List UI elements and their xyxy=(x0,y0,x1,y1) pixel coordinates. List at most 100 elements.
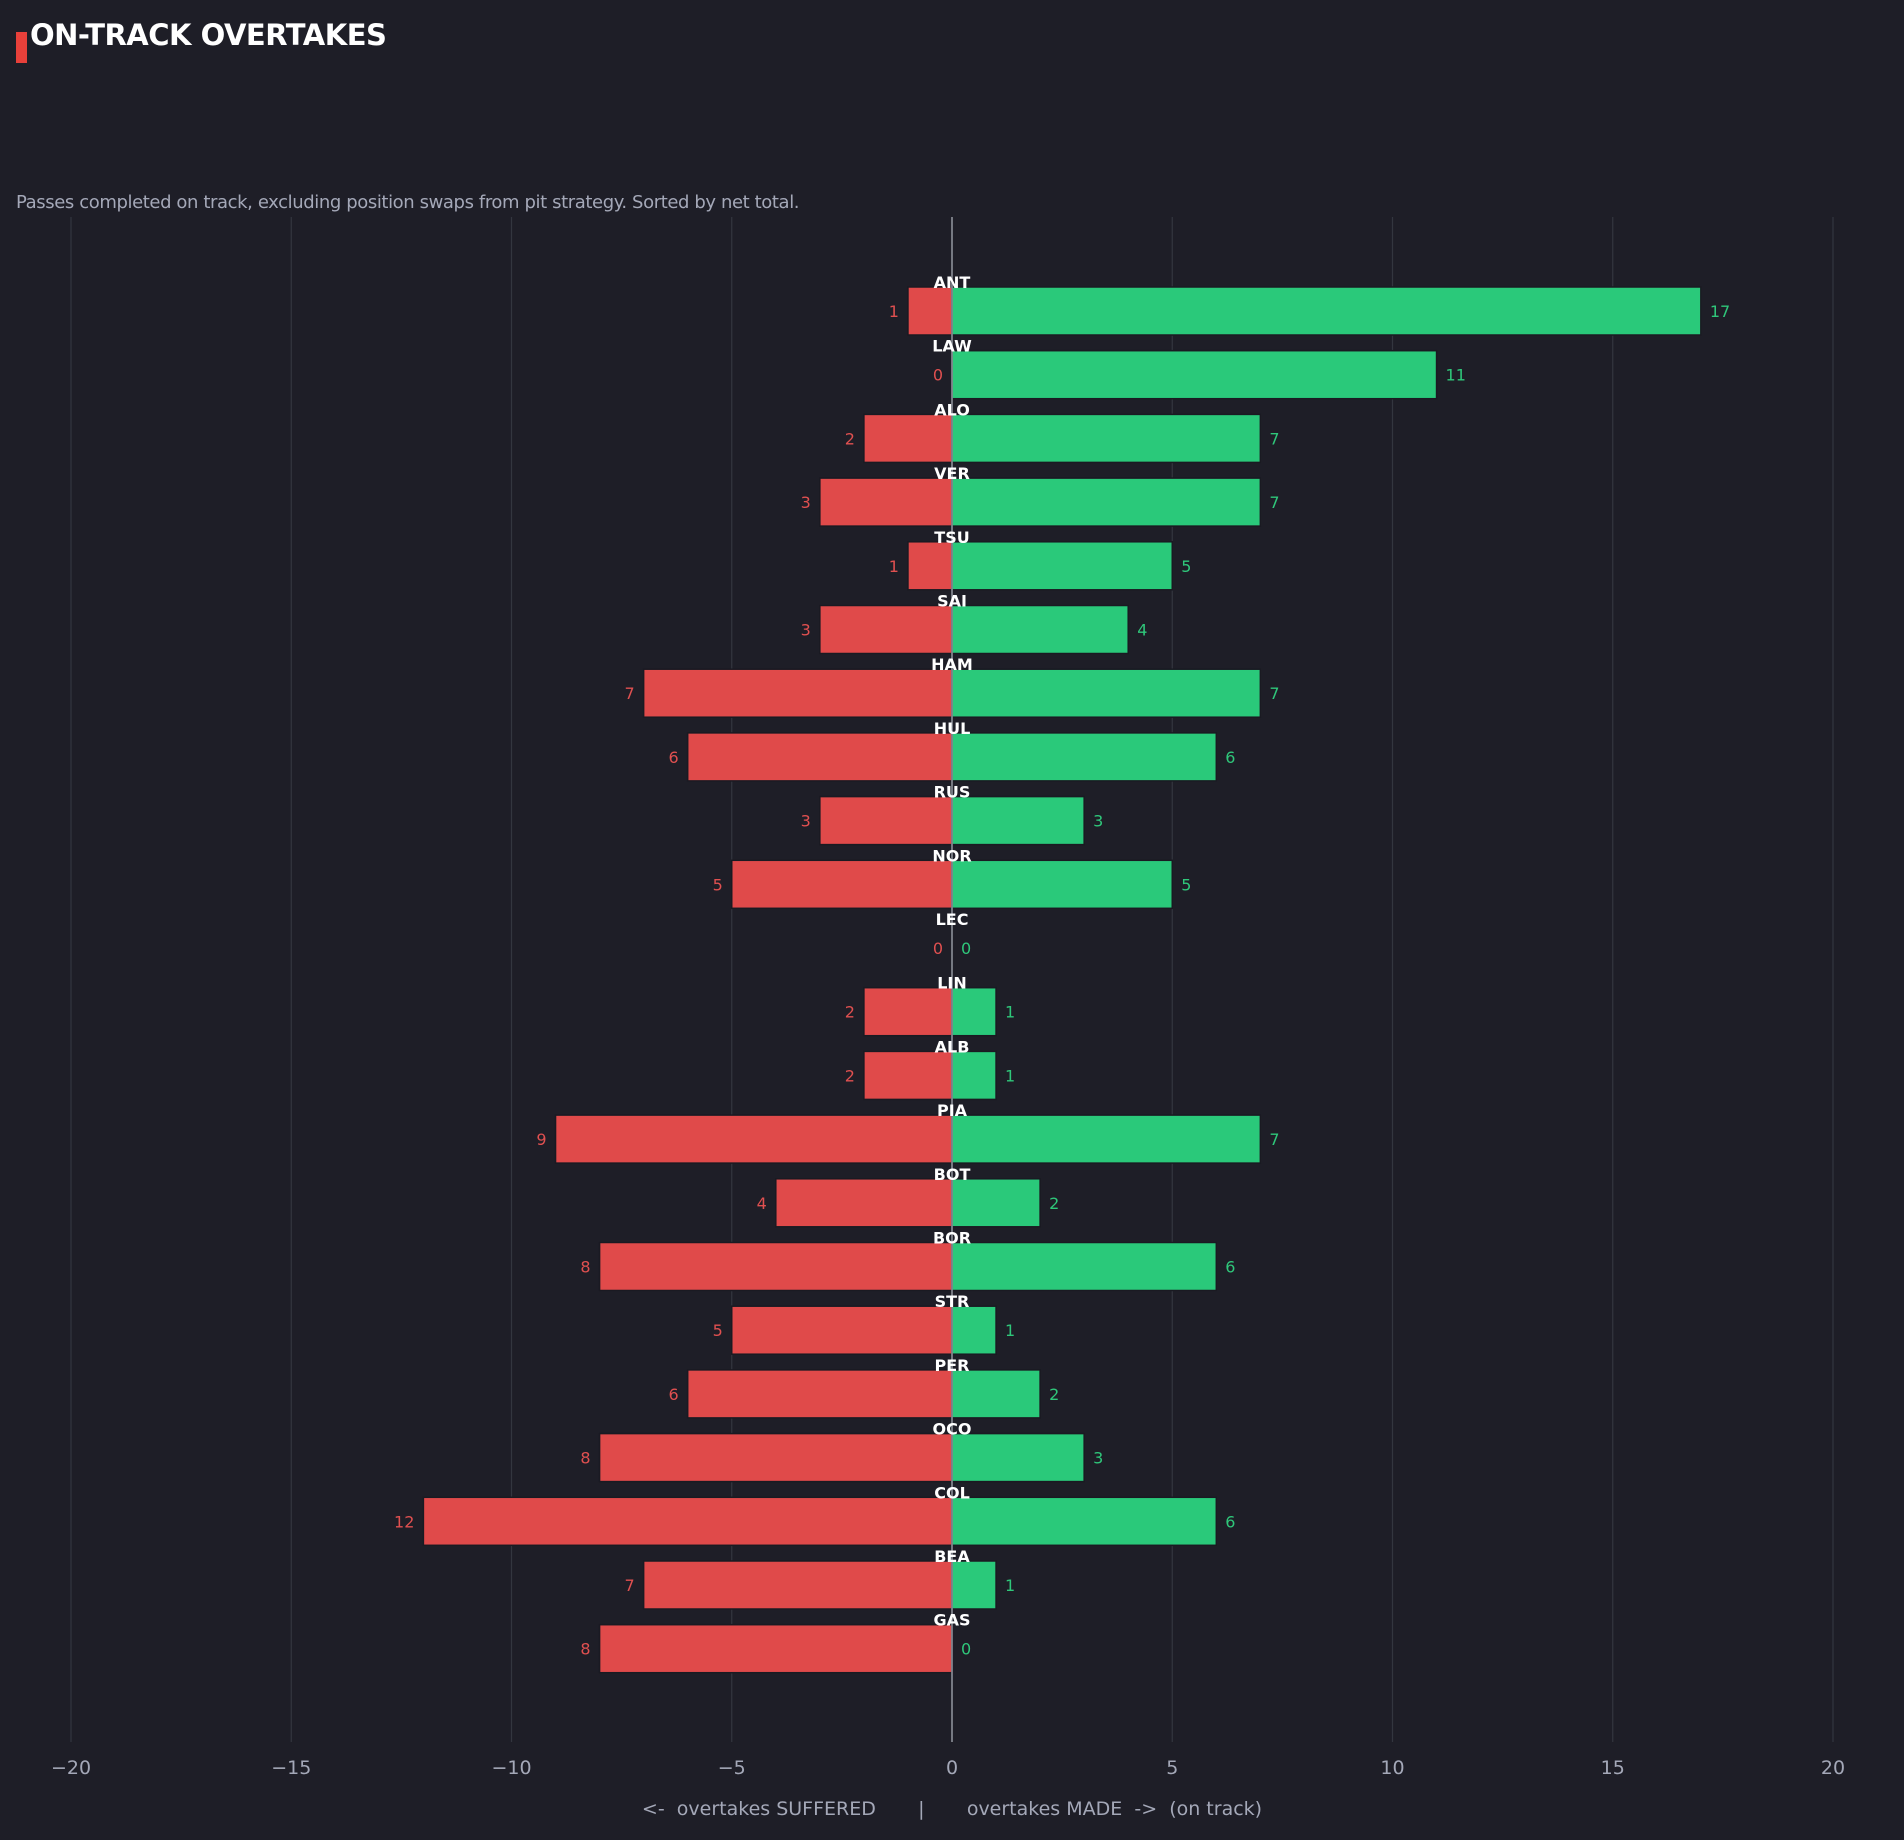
bar-made xyxy=(951,286,1702,336)
driver-label: NOR xyxy=(932,846,971,865)
x-tick-label: −15 xyxy=(271,1757,311,1779)
bar-made xyxy=(951,795,1085,846)
driver-label: VER xyxy=(934,464,970,483)
suffered-value-label: 9 xyxy=(536,1130,546,1149)
bar-suffered xyxy=(598,1241,953,1292)
suffered-value-label: 0 xyxy=(933,939,943,958)
bar-suffered xyxy=(642,1560,953,1610)
made-value-label: 4 xyxy=(1137,621,1147,640)
driver-label: HAM xyxy=(931,655,973,674)
suffered-value-label: 6 xyxy=(669,1385,679,1404)
suffered-value-label: 8 xyxy=(580,1640,590,1659)
driver-label: ANT xyxy=(934,273,971,292)
x-tick-label: 5 xyxy=(1166,1757,1178,1779)
suffered-value-label: 8 xyxy=(580,1449,590,1468)
bar-suffered xyxy=(422,1496,953,1547)
chart-title: ON-TRACK OVERTAKES xyxy=(30,18,387,52)
suffered-value-label: 8 xyxy=(580,1258,590,1277)
driver-label: RUS xyxy=(934,783,971,802)
suffered-value-label: 7 xyxy=(624,684,634,703)
bar-suffered xyxy=(598,1623,953,1674)
made-value-label: 6 xyxy=(1225,748,1235,767)
made-value-label: 0 xyxy=(961,1640,971,1659)
bar-suffered xyxy=(907,541,953,591)
bar-made xyxy=(951,859,1173,910)
title-accent-mark xyxy=(16,32,27,63)
driver-label: TSU xyxy=(934,528,969,547)
bar-suffered xyxy=(598,1432,953,1483)
x-tick-label: −20 xyxy=(51,1757,91,1779)
bar-suffered xyxy=(863,1050,953,1101)
suffered-value-label: 7 xyxy=(624,1576,634,1595)
made-value-label: 1 xyxy=(1005,1003,1015,1022)
suffered-value-label: 5 xyxy=(713,1321,723,1340)
made-value-label: 7 xyxy=(1269,493,1279,512)
made-value-label: 5 xyxy=(1181,875,1191,894)
suffered-value-label: 2 xyxy=(845,1003,855,1022)
made-value-label: 3 xyxy=(1093,812,1103,831)
bar-made xyxy=(951,1432,1085,1483)
made-value-label: 6 xyxy=(1225,1512,1235,1531)
made-value-label: 6 xyxy=(1225,1258,1235,1277)
bar-suffered xyxy=(642,668,953,718)
bar-suffered xyxy=(819,604,953,655)
made-value-label: 17 xyxy=(1710,302,1730,321)
made-value-label: 1 xyxy=(1005,1321,1015,1340)
driver-label: BOR xyxy=(933,1229,971,1248)
bar-suffered xyxy=(819,477,953,527)
made-value-label: 7 xyxy=(1269,429,1279,448)
bar-made xyxy=(951,604,1129,655)
made-value-label: 5 xyxy=(1181,557,1191,576)
bar-suffered xyxy=(731,859,953,910)
driver-label: ALB xyxy=(935,1037,970,1056)
chart-subtitle: Passes completed on track, excluding pos… xyxy=(16,192,800,213)
bar-suffered xyxy=(863,413,953,464)
suffered-value-label: 1 xyxy=(889,557,899,576)
made-value-label: 11 xyxy=(1446,366,1466,385)
bar-suffered xyxy=(554,1114,953,1164)
driver-label: PER xyxy=(935,1356,970,1375)
driver-label: LIN xyxy=(937,974,967,993)
driver-label: HUL xyxy=(934,719,971,738)
bar-made xyxy=(951,541,1173,591)
driver-label: BEA xyxy=(934,1547,970,1566)
suffered-value-label: 12 xyxy=(394,1512,414,1531)
bar-suffered xyxy=(686,1369,953,1419)
driver-label: SAI xyxy=(937,592,967,611)
bar-made xyxy=(951,1050,997,1101)
made-value-label: 7 xyxy=(1269,684,1279,703)
x-tick-label: −10 xyxy=(491,1757,531,1779)
bar-suffered xyxy=(863,986,953,1037)
bar-made xyxy=(951,413,1262,464)
x-axis-label: <- overtakes SUFFERED | overtakes MADE -… xyxy=(642,1798,1262,1820)
made-value-label: 2 xyxy=(1049,1385,1059,1404)
suffered-value-label: 0 xyxy=(933,366,943,385)
bar-made xyxy=(951,732,1218,782)
driver-label: PIA xyxy=(937,1101,968,1120)
suffered-value-label: 5 xyxy=(713,875,723,894)
driver-label: BOT xyxy=(934,1165,971,1184)
suffered-value-label: 3 xyxy=(801,621,811,640)
bar-made xyxy=(951,477,1262,527)
suffered-value-label: 6 xyxy=(669,748,679,767)
x-tick-label: −5 xyxy=(718,1757,746,1779)
made-value-label: 1 xyxy=(1005,1066,1015,1085)
bar-suffered xyxy=(775,1178,953,1228)
bar-suffered xyxy=(819,795,953,846)
bar-made xyxy=(951,1114,1262,1164)
x-tick-label: 10 xyxy=(1380,1757,1404,1779)
made-value-label: 0 xyxy=(961,939,971,958)
driver-label: ALO xyxy=(934,400,970,419)
bar-made xyxy=(951,1305,997,1355)
bar-made xyxy=(951,1178,1041,1228)
made-value-label: 2 xyxy=(1049,1194,1059,1213)
bar-suffered xyxy=(907,286,953,336)
driver-label: OCO xyxy=(933,1420,972,1439)
bar-made xyxy=(951,986,997,1037)
made-value-label: 3 xyxy=(1093,1449,1103,1468)
suffered-value-label: 1 xyxy=(889,302,899,321)
bar-suffered xyxy=(686,732,953,782)
bar-suffered xyxy=(731,1305,953,1355)
